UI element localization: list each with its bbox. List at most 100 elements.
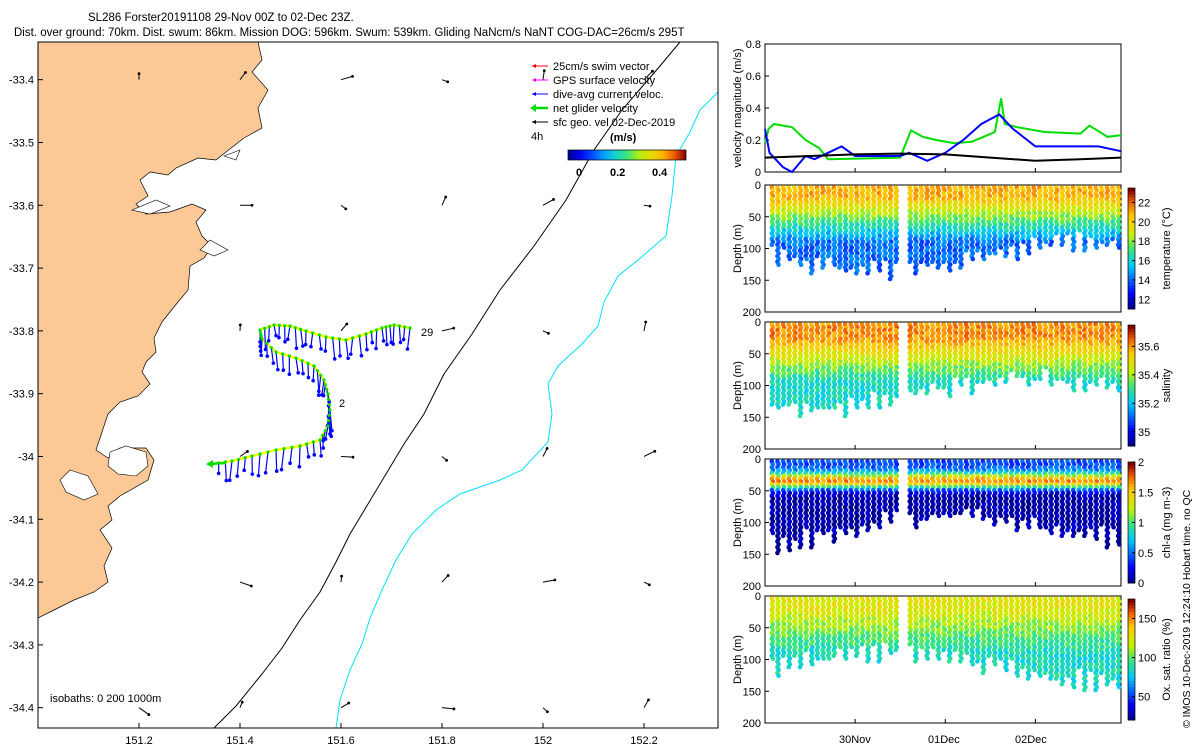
section-ytick-label: 50	[749, 349, 761, 361]
net-velocity-marker	[315, 369, 319, 373]
dac-vector-head	[235, 474, 240, 478]
map-ytick-label: -33.8	[9, 326, 34, 338]
dac-vector-head	[277, 335, 281, 340]
net-velocity-marker	[318, 438, 322, 442]
sfc-arrow-head	[446, 574, 450, 577]
sfc-velocity-arrow	[340, 455, 354, 458]
colorbar-tick-label: 0.5	[1138, 548, 1153, 560]
sfc-arrow-head	[250, 203, 254, 207]
temperature-panel: 0 50 100 150 200 Depth (m) 12 14 16 18 20 22 tempera…	[732, 180, 1173, 319]
map-xtick-label: 151.8	[428, 735, 456, 747]
dac-vector-head	[321, 446, 326, 450]
section-ytick-label: 100	[743, 655, 761, 667]
colorbar-tick-label: 35.4	[1138, 370, 1159, 382]
section-ytick-label: 0	[755, 180, 761, 192]
colorbar-label: chl-a (mg m-3)	[1161, 487, 1173, 559]
colorbar-tick-label: 20	[1138, 217, 1150, 229]
dac-vector	[224, 461, 227, 481]
sfc-velocity-arrow	[441, 707, 454, 710]
dac-vector-head	[287, 372, 292, 377]
colorbar-tick-label: 35.6	[1138, 341, 1159, 353]
section-ytick-label: 200	[743, 718, 761, 730]
dac-vector	[332, 337, 336, 359]
sfc-arrow-head	[545, 710, 549, 714]
net-velocity-marker	[326, 392, 330, 396]
dac-vector	[300, 329, 304, 347]
colorbar-tick-label: 100	[1138, 653, 1156, 665]
net-velocity-marker	[364, 332, 368, 336]
dac-vector-head	[323, 349, 328, 353]
velocity-ytick-label: 0.6	[746, 71, 761, 83]
dac-vector-head	[306, 455, 311, 459]
sfc-arrow-head	[340, 574, 344, 578]
dac-vector	[280, 448, 285, 470]
sfc-arrow-head	[545, 447, 549, 450]
net-velocity-marker	[250, 454, 254, 458]
net-velocity-marker	[260, 337, 264, 341]
dac-vector	[392, 324, 395, 345]
dac-vector-head	[319, 347, 323, 351]
dac-vector	[322, 435, 324, 449]
sfc-arrow-head	[648, 204, 652, 208]
velocity-ytick-label: 0	[755, 167, 761, 179]
figure-stats: Dist. over ground: 70km. Dist. swum: 86k…	[14, 27, 685, 39]
net-velocity-marker	[259, 334, 263, 338]
dac-vector	[324, 425, 329, 440]
net-velocity-marker	[237, 457, 241, 461]
dac-vector-head	[259, 353, 263, 358]
dac-vector-head	[348, 352, 353, 356]
velocity-axes	[764, 43, 1122, 173]
sfc-velocity-arrow	[643, 450, 656, 457]
dac-vector	[270, 347, 274, 364]
net-velocity-marker	[274, 448, 278, 452]
net-velocity-marker	[351, 336, 355, 340]
sfc-arrow-head	[542, 69, 546, 73]
dac-vector	[229, 460, 233, 481]
net-velocity-marker	[327, 397, 331, 401]
colorbar-title: (m/s)	[610, 132, 637, 144]
section-ylabel: Depth (m)	[732, 635, 744, 684]
velocity-series-2	[764, 152, 1122, 162]
sfc-velocity-arrow	[643, 699, 649, 708]
sfc-velocity-arrow	[340, 702, 349, 709]
colorbar-label: Ox. sat. ratio (%)	[1161, 618, 1173, 701]
sfc-arrow-head	[553, 578, 557, 582]
net-velocity-marker	[274, 350, 278, 354]
dac-vector	[324, 336, 327, 352]
dac-vector	[268, 326, 270, 341]
dac-vector-head	[297, 464, 302, 469]
sfc-velocity-arrow	[340, 323, 348, 332]
dac-vector	[365, 333, 368, 350]
dac-vector-head	[328, 432, 332, 436]
section-colorbar: 12 14 16 18 20 22	[1127, 187, 1150, 310]
dac-vector	[275, 449, 278, 472]
dac-vector-head	[370, 340, 375, 345]
net-velocity-marker	[344, 338, 348, 342]
time-tick-02dec: 02Dec	[1015, 734, 1047, 746]
legend-interval: 4h	[531, 131, 543, 143]
dac-vector-head	[227, 478, 232, 483]
sfc-velocity-arrow	[542, 579, 555, 583]
colorbar-tick-label: 14	[1138, 275, 1150, 287]
sfc-velocity-arrow	[441, 196, 447, 206]
dac-vector-head	[301, 344, 305, 348]
colorbar-tick-label: 0	[1138, 578, 1144, 590]
velocity-ytick-label: 0.2	[746, 135, 761, 147]
colorbar-tick-label: 150	[1138, 614, 1156, 626]
figure-title: SL286 Forster20191108 29-Nov 00Z to 02-D…	[88, 12, 354, 24]
sfc-arrow-head	[244, 71, 247, 74]
dac-vector	[273, 324, 277, 336]
net-velocity-marker	[305, 442, 309, 446]
net-velocity-marker	[403, 325, 407, 329]
section-profiles	[769, 596, 1122, 693]
dac-vector	[345, 339, 349, 359]
legend-sfc: sfc geo. vel 02-Dec-2019	[553, 117, 675, 129]
section-ytick-label: 100	[743, 381, 761, 393]
net-velocity-marker	[321, 433, 325, 437]
sfc-arrow-head	[137, 72, 141, 76]
dac-vector-head	[306, 375, 311, 380]
net-velocity-marker	[283, 324, 287, 328]
dac-vector	[301, 360, 304, 374]
sfc-arrow-head	[246, 450, 249, 453]
